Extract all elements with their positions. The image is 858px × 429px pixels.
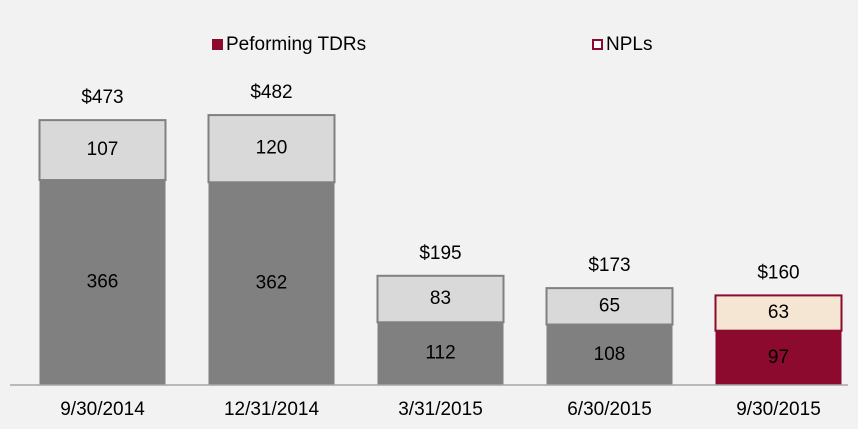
bar-segment [546, 324, 673, 385]
total-label: $173 [588, 255, 630, 276]
bar-segment [207, 114, 336, 184]
value-label: 83 [430, 288, 451, 309]
value-label: 362 [256, 273, 288, 294]
bar-segment [208, 182, 335, 385]
value-label: 107 [87, 139, 119, 160]
bar-segment [376, 274, 505, 324]
x-tick-label: 3/31/2015 [398, 399, 483, 420]
value-label: 366 [87, 272, 119, 293]
bar-segment [38, 119, 167, 182]
total-label: $482 [250, 82, 292, 103]
total-label: $195 [419, 243, 461, 264]
total-label: $473 [81, 87, 123, 108]
value-label: 97 [768, 347, 789, 368]
value-label: 112 [425, 343, 455, 364]
bar-segment [377, 322, 504, 385]
value-label: 65 [599, 295, 620, 316]
legend-swatch [212, 39, 223, 50]
x-tick-label: 9/30/2014 [60, 399, 145, 420]
x-tick-label: 12/31/2014 [224, 399, 320, 420]
bar-segment [714, 294, 843, 332]
total-label: $160 [757, 262, 799, 283]
x-tick-label: 6/30/2015 [567, 399, 652, 420]
bar-segment [545, 287, 674, 326]
value-label: 120 [256, 138, 288, 159]
x-tick-label: 9/30/2015 [736, 399, 821, 420]
legend-label: Peforming TDRs [226, 34, 366, 55]
legend-swatch [592, 39, 603, 50]
legend-label: NPLs [606, 34, 652, 55]
value-label: 63 [768, 302, 789, 323]
bar-segment [715, 330, 842, 385]
value-label: 108 [594, 344, 626, 365]
bar-segment [39, 180, 166, 385]
